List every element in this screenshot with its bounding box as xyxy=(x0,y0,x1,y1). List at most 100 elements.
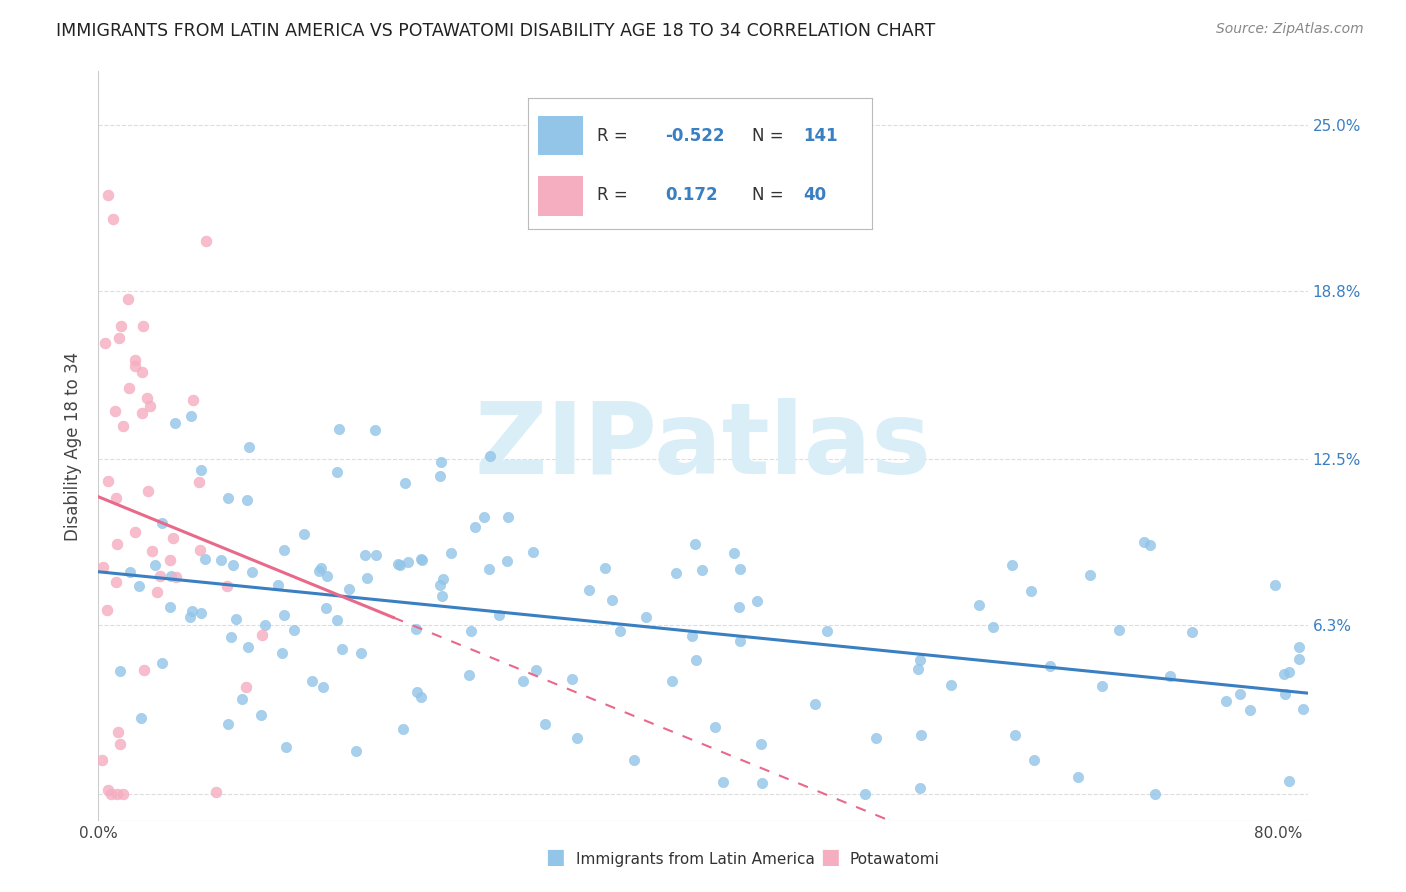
Point xyxy=(429,578,451,592)
Point xyxy=(728,634,751,648)
Point xyxy=(432,572,454,586)
Point xyxy=(250,708,273,723)
Point xyxy=(179,610,201,624)
Point xyxy=(292,527,315,541)
Point xyxy=(128,579,150,593)
Point xyxy=(190,542,212,557)
Point xyxy=(225,612,247,626)
Text: IMMIGRANTS FROM LATIN AMERICA VS POTAWATOMI DISABILITY AGE 18 TO 34 CORRELATION : IMMIGRANTS FROM LATIN AMERICA VS POTAWAT… xyxy=(56,22,935,40)
Point xyxy=(131,318,153,333)
Point xyxy=(908,780,931,795)
Point xyxy=(512,674,534,689)
Point xyxy=(97,188,120,202)
Point xyxy=(1019,583,1042,598)
Point xyxy=(163,416,186,430)
Point xyxy=(181,392,204,407)
Point xyxy=(561,673,583,687)
Point xyxy=(1091,679,1114,693)
Text: ZIPatlas: ZIPatlas xyxy=(475,398,931,494)
Point xyxy=(222,558,245,572)
Text: ■: ■ xyxy=(546,847,565,867)
Point xyxy=(271,647,294,661)
Point xyxy=(344,744,367,758)
Point xyxy=(134,663,156,677)
Point xyxy=(312,680,335,694)
Y-axis label: Disability Age 18 to 34: Disability Age 18 to 34 xyxy=(65,351,83,541)
Point xyxy=(273,607,295,622)
Point xyxy=(100,787,122,801)
Point xyxy=(661,674,683,689)
Point xyxy=(1001,558,1024,572)
Point xyxy=(231,691,253,706)
Point xyxy=(350,646,373,660)
Point xyxy=(328,422,350,436)
Point xyxy=(131,406,153,420)
Point xyxy=(159,600,181,615)
Point xyxy=(1239,703,1261,717)
Point xyxy=(215,579,238,593)
Point xyxy=(194,235,217,249)
Point xyxy=(387,557,409,571)
Point xyxy=(907,662,929,676)
Point xyxy=(235,681,257,695)
Point xyxy=(728,562,751,576)
Point xyxy=(430,589,453,603)
Point xyxy=(111,787,134,801)
Point xyxy=(1139,538,1161,552)
Point xyxy=(159,553,181,567)
Text: Potawatomi: Potawatomi xyxy=(849,852,939,867)
Point xyxy=(141,544,163,558)
Point xyxy=(143,558,166,572)
Point xyxy=(429,454,451,468)
Point xyxy=(1143,787,1166,801)
Point xyxy=(634,610,657,624)
Point xyxy=(124,524,146,539)
Point xyxy=(681,629,703,643)
Point xyxy=(1215,694,1237,708)
Point xyxy=(159,569,181,583)
Point xyxy=(534,716,557,731)
Point xyxy=(93,560,115,574)
Point xyxy=(1288,640,1310,654)
Point xyxy=(124,352,146,367)
Point xyxy=(139,399,162,413)
Point xyxy=(308,565,330,579)
Point xyxy=(1067,771,1090,785)
Point xyxy=(326,614,349,628)
Point xyxy=(190,606,212,620)
Point xyxy=(364,424,387,438)
Point xyxy=(405,622,427,636)
Point xyxy=(274,739,297,754)
Point xyxy=(685,653,707,667)
Point xyxy=(104,491,127,505)
Point xyxy=(1277,773,1299,788)
Point xyxy=(105,537,128,551)
Point xyxy=(240,565,263,579)
Point xyxy=(460,624,482,638)
Point xyxy=(364,548,387,562)
Point xyxy=(1038,658,1060,673)
Point xyxy=(392,722,415,736)
Point xyxy=(727,600,749,615)
Point xyxy=(751,776,773,790)
Point xyxy=(394,475,416,490)
Point xyxy=(250,628,273,642)
Point xyxy=(120,565,142,579)
Point xyxy=(330,641,353,656)
Point xyxy=(283,623,305,637)
Point xyxy=(1264,578,1286,592)
Point xyxy=(967,598,990,612)
Point xyxy=(149,569,172,583)
Point xyxy=(110,318,132,333)
Point xyxy=(478,562,501,576)
Point xyxy=(181,604,204,618)
Point xyxy=(578,582,600,597)
Point xyxy=(405,685,427,699)
Point xyxy=(356,571,378,585)
Point xyxy=(315,600,337,615)
Point xyxy=(180,409,202,424)
Point xyxy=(498,509,520,524)
Point xyxy=(609,624,631,638)
Point xyxy=(107,331,129,345)
Point xyxy=(593,561,616,575)
